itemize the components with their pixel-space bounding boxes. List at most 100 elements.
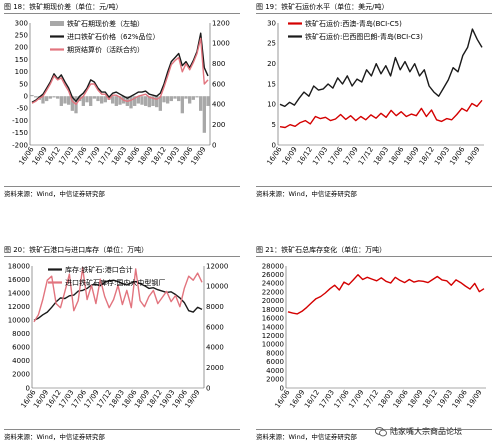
- series-bar: [129, 96, 133, 109]
- y-tick-label: 8000: [12, 330, 30, 338]
- y-tick-label-right: 200: [212, 121, 225, 129]
- y-tick-label: 14000: [262, 323, 284, 331]
- series-bar: [41, 96, 45, 104]
- series-bar: [34, 96, 38, 98]
- y-tick-label: 6000: [12, 344, 30, 352]
- series-bar: [45, 96, 49, 102]
- series-bar: [100, 96, 104, 104]
- chart-fig21: 0200040006000800010000120001400016000180…: [262, 262, 486, 410]
- source-note: 资料来源：Wind，中信证券研究部: [256, 433, 357, 441]
- y-tick-label: -100: [12, 117, 28, 125]
- y-tick-label-right: 6000: [206, 323, 224, 331]
- series-bar: [199, 96, 203, 111]
- series-bar: [118, 96, 122, 105]
- series-bar: [195, 96, 199, 98]
- series-bar: [103, 96, 107, 103]
- x-tick-label: 16/09: [281, 146, 299, 167]
- y-tick-label: 10000: [262, 341, 284, 349]
- series-bar: [111, 96, 115, 104]
- y-tick-label: 0: [280, 384, 284, 392]
- legend-label: 铁矿石运价:巴西图巴朗-青岛(BCI-C3): [305, 32, 423, 41]
- y-tick-label: 5: [272, 121, 276, 129]
- panel-fig21: 图 21：铁矿石总库存变化（单位：万吨） 0 2000 4000 6000 8000 10…: [256, 245, 496, 445]
- y-tick-label: 22000: [262, 288, 284, 296]
- series-bar: [180, 96, 184, 114]
- y-tick-label-right: 1200: [212, 19, 230, 27]
- y-tick-label: -200: [12, 141, 28, 149]
- y-tick-label-right: 2000: [206, 364, 224, 372]
- x-tick-label: 17/09: [342, 146, 360, 167]
- y-tick-label: 4000: [12, 357, 30, 365]
- series-bar: [52, 96, 56, 98]
- series-bar: [56, 96, 60, 99]
- y-tick-label: 12000: [8, 303, 30, 311]
- y-tick-label-right: 4000: [206, 344, 224, 352]
- y-tick-label: 2000: [12, 371, 30, 379]
- panel-title: 图 18：铁矿期现价差（单位：元/吨）: [4, 3, 123, 11]
- y-tick-label: 6000: [266, 358, 284, 366]
- y-tick-label: 0: [24, 93, 28, 101]
- series-bar: [59, 96, 63, 106]
- series-line: [31, 32, 209, 103]
- y-tick-label-right: 600: [212, 80, 225, 88]
- series-line: [287, 274, 485, 315]
- x-tick-label: 17/12: [357, 146, 375, 167]
- y-tick-label: 50: [19, 80, 28, 88]
- panel-title: 图 20：铁矿石港口与进口库存（单位：万吨）: [4, 246, 149, 254]
- legend-label: 铁矿石期现价差（左轴）: [67, 19, 144, 28]
- series-bar: [81, 96, 85, 106]
- source-note: 资料来源：Wind，中信证券研究部: [4, 433, 105, 441]
- series-bar: [206, 96, 210, 106]
- series-bar: [67, 96, 71, 105]
- panel-fig20: 图 20：铁矿石港口与进口库存（单位：万吨） 0 2000 4000 6000 8000…: [4, 245, 244, 445]
- source-divider: [256, 186, 492, 187]
- y-tick-label: 20000: [262, 297, 284, 305]
- y-tick-label-right: 12000: [206, 262, 228, 270]
- y-tick-label: 25: [267, 40, 276, 48]
- y-tick-label: 100: [15, 68, 28, 76]
- y-tick-label: 12000: [262, 332, 284, 340]
- y-tick-label: 18000: [8, 262, 30, 270]
- y-tick-label: 15: [267, 80, 276, 88]
- y-tick-label: 0: [26, 384, 30, 392]
- source-note: 资料来源：Wind，中信证券研究部: [256, 190, 357, 198]
- series-bar: [147, 96, 151, 108]
- source-divider: [4, 429, 240, 430]
- series-bar: [92, 96, 96, 99]
- series-bar: [166, 96, 170, 104]
- source-divider: [256, 429, 492, 430]
- panel-fig18: 图 18：铁矿期现价差（单位：元/吨） -200 -150 -100 -50 0 50 10…: [4, 2, 244, 202]
- series-bar: [133, 96, 137, 106]
- series-bar: [162, 96, 166, 103]
- y-tick-label: 28000: [262, 262, 284, 270]
- legend-label: 铁矿石运价:西澳-青岛(BCI-C5): [305, 19, 402, 28]
- series-bar: [155, 96, 159, 108]
- series-bar: [173, 96, 177, 99]
- y-tick-label: 0: [272, 141, 276, 149]
- series-bar: [140, 96, 144, 105]
- series-bar: [169, 96, 173, 102]
- x-tick-label: 18/12: [418, 146, 436, 167]
- y-tick-label-right: 800: [212, 60, 225, 68]
- y-tick-label-right: 10000: [206, 283, 228, 291]
- y-tick-label: 30: [267, 19, 276, 27]
- legend-label: 期货结算价（活跃合约）: [67, 45, 144, 54]
- panel-title: 图 19：铁矿石运价水平（单位：美元/吨）: [256, 3, 389, 11]
- series-bar: [184, 96, 188, 99]
- y-tick-label-right: 1000: [212, 40, 230, 48]
- series-bar: [158, 96, 162, 111]
- x-tick-label: 18/03: [372, 146, 390, 167]
- y-tick-label: 14000: [8, 289, 30, 297]
- y-tick-label: 4000: [266, 367, 284, 375]
- y-tick-label: 10000: [8, 317, 30, 325]
- y-tick-label: 24000: [262, 280, 284, 288]
- x-tick-label: 16/12: [296, 146, 314, 167]
- x-tick-label: 18/09: [403, 146, 421, 167]
- chart-fig19: 05101520253016/0616/0916/1217/0317/0617/…: [266, 19, 484, 167]
- y-tick-label-right: 0: [212, 141, 216, 149]
- series-bar: [136, 96, 140, 104]
- x-tick-label: 19/09: [466, 389, 484, 410]
- y-tick-label: 150: [15, 56, 28, 64]
- legend-swatch: [50, 21, 64, 26]
- y-tick-label: 10: [267, 101, 276, 109]
